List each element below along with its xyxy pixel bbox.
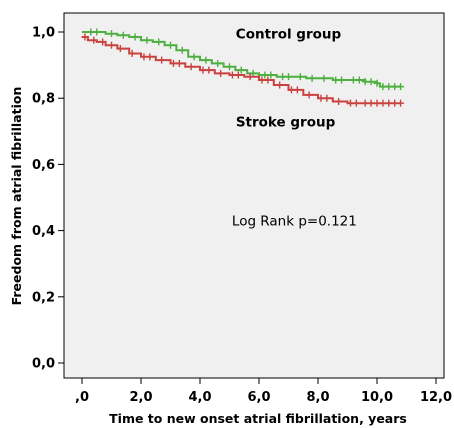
censor-mark <box>158 56 166 64</box>
censor-mark <box>116 45 124 53</box>
censor-mark <box>99 38 107 46</box>
censor-mark <box>323 94 331 102</box>
x-tick-label: 6,0 <box>247 390 270 405</box>
censor-mark <box>385 83 393 91</box>
censor-mark <box>155 38 163 46</box>
censor-mark <box>264 76 272 84</box>
censor-mark <box>237 66 245 74</box>
censor-mark <box>119 31 127 39</box>
censor-mark <box>187 63 195 71</box>
censor-mark <box>373 99 381 107</box>
censor-mark <box>279 73 287 81</box>
censor-mark <box>81 33 89 41</box>
censor-mark <box>379 83 387 91</box>
censor-mark <box>128 50 136 58</box>
censor-mark <box>261 71 269 79</box>
censor-mark <box>338 76 346 84</box>
censor-mark <box>199 66 207 74</box>
x-tick-label: 10,0 <box>361 390 393 405</box>
censor-mark <box>267 71 275 79</box>
censor-mark <box>178 46 186 54</box>
censor-mark <box>93 28 101 36</box>
censor-mark <box>169 59 177 67</box>
censor-mark <box>205 66 213 74</box>
censor-mark <box>214 59 222 67</box>
censor-mark <box>234 71 242 79</box>
censor-mark <box>355 76 363 84</box>
stroke-group-label: Stroke group <box>236 114 336 130</box>
censor-mark <box>397 99 405 107</box>
censor-mark <box>175 59 183 67</box>
censor-mark <box>143 36 151 44</box>
censor-mark <box>276 81 284 89</box>
x-tick-label: 8,0 <box>306 390 329 405</box>
censor-mark <box>285 73 292 81</box>
censor-mark <box>167 41 174 49</box>
y-axis: 0,0 0,2 0,4 0,6 0,8 1,0 <box>32 26 64 372</box>
y-tick-label: 0,8 <box>32 92 55 107</box>
censor-mark <box>361 99 369 107</box>
censor-mark <box>202 56 210 64</box>
censor-mark <box>90 36 98 44</box>
censor-mark <box>131 33 139 41</box>
y-tick-label: 0,0 <box>32 357 55 372</box>
censor-mark <box>373 79 381 87</box>
censor-mark <box>296 73 304 81</box>
censor-mark <box>305 91 313 99</box>
stroke-group-curve <box>82 36 401 105</box>
censor-mark <box>190 53 198 61</box>
x-tick-label: 4,0 <box>188 390 211 405</box>
censor-mark <box>397 83 405 91</box>
series-layer <box>81 28 405 107</box>
y-tick-label: 0,6 <box>32 158 55 173</box>
censor-mark <box>335 98 343 106</box>
y-tick-label: 0,2 <box>32 290 55 305</box>
x-axis-title: Time to new onset atrial fibrillation, y… <box>109 411 407 426</box>
censor-mark <box>379 99 387 107</box>
censor-mark <box>140 53 148 61</box>
censor-mark <box>349 76 357 84</box>
x-axis: ,0 2,0 4,0 6,0 8,0 10,0 12,0 <box>75 378 452 405</box>
censor-mark <box>385 99 393 107</box>
control-group-label: Control group <box>236 27 342 43</box>
censor-mark <box>317 94 325 102</box>
x-tick-label: 2,0 <box>129 390 152 405</box>
censor-mark <box>108 41 115 49</box>
logrank-annotation: Log Rank p=0.121 <box>232 214 357 230</box>
censor-mark <box>391 99 399 107</box>
censor-mark <box>246 73 254 81</box>
censor-mark <box>361 78 369 86</box>
y-tick-label: 1,0 <box>32 26 55 41</box>
x-tick-label: 12,0 <box>420 390 452 405</box>
censor-mark <box>87 28 95 36</box>
censor-mark <box>226 63 233 71</box>
censor-mark <box>391 83 399 91</box>
censor-mark <box>146 53 154 61</box>
censor-mark <box>332 76 340 84</box>
censor-mark <box>287 86 295 94</box>
censor-mark <box>308 74 316 82</box>
y-axis-title: Freedom from atrial fibrillation <box>9 87 24 306</box>
censor-mark <box>293 86 301 94</box>
censor-mark <box>346 99 354 107</box>
censor-mark <box>228 71 236 79</box>
censor-mark <box>367 99 375 107</box>
plot-area <box>63 12 445 379</box>
censor-mark <box>367 78 375 86</box>
censor-mark <box>352 99 360 107</box>
censor-mark <box>258 76 266 84</box>
censor-mark <box>108 30 115 38</box>
censor-mark <box>217 69 225 77</box>
x-tick-label: ,0 <box>75 390 89 405</box>
y-tick-label: 0,4 <box>32 224 55 239</box>
censor-mark <box>320 74 328 82</box>
